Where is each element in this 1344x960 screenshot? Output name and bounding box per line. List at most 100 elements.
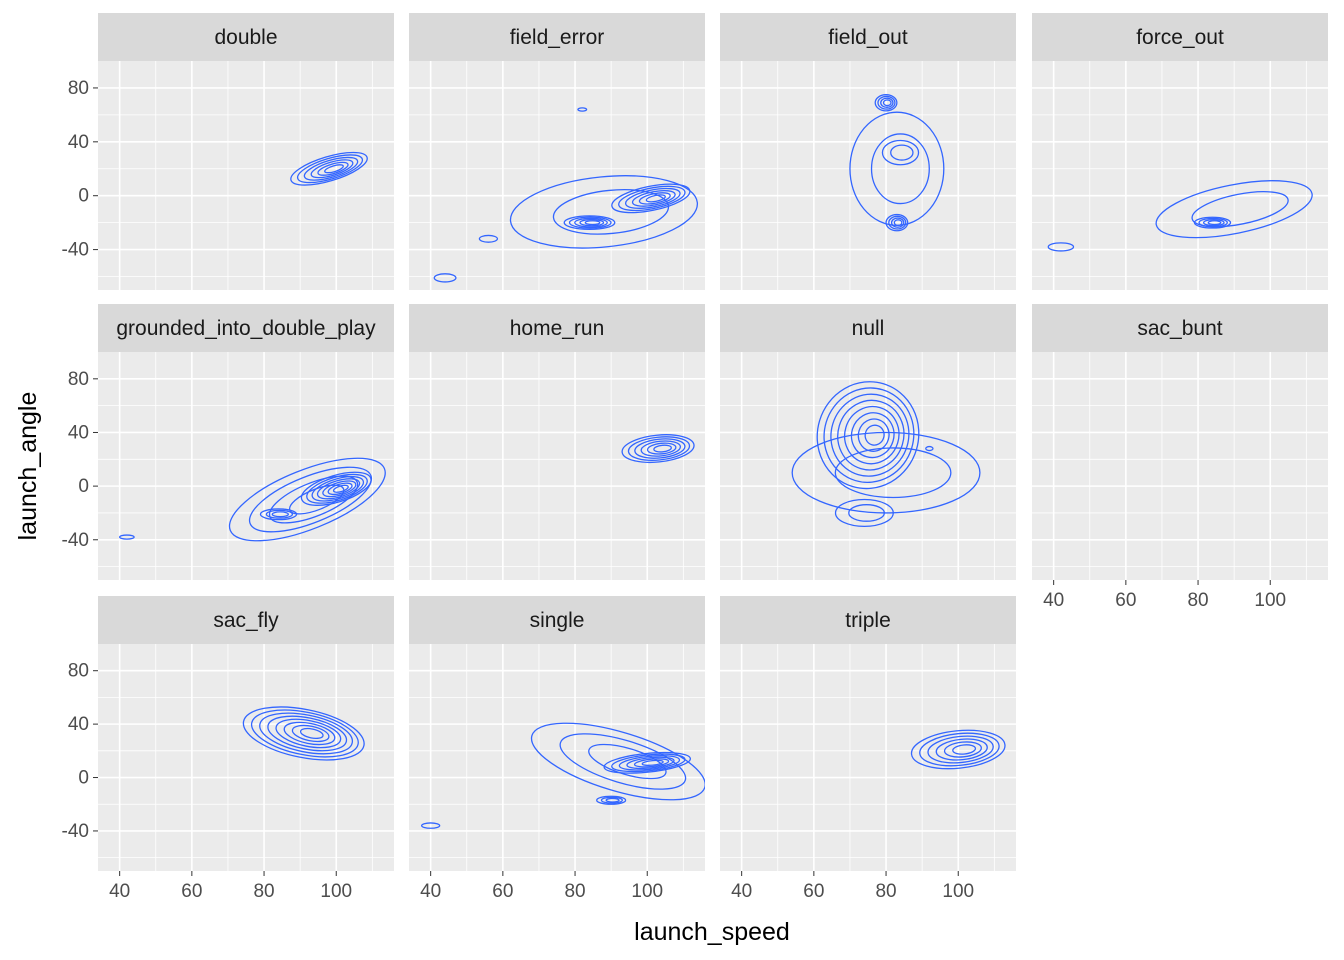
facet-strip xyxy=(720,304,1016,352)
facet-strip xyxy=(720,13,1016,61)
panel-background xyxy=(1032,352,1328,580)
y-tick-label: 80 xyxy=(68,661,89,682)
gridlines xyxy=(1032,61,1328,290)
y-tick-label: 80 xyxy=(68,369,89,390)
y-tick-label: 80 xyxy=(68,78,89,99)
contour-line xyxy=(850,412,895,459)
x-tick-label: 80 xyxy=(1187,590,1208,611)
contour-line xyxy=(611,183,691,214)
density-contours xyxy=(119,457,386,542)
facet-strip xyxy=(98,13,394,61)
contour-line xyxy=(327,482,353,496)
contour-line xyxy=(935,738,988,761)
contour-line xyxy=(322,480,357,498)
contour-line xyxy=(248,466,373,533)
contour-line xyxy=(611,753,686,773)
density-contours xyxy=(910,729,1006,770)
contour-line xyxy=(631,189,676,207)
contour-line xyxy=(600,796,623,804)
density-contours xyxy=(420,722,705,829)
x-tick-label: 100 xyxy=(631,881,663,902)
contour-line xyxy=(303,156,359,181)
contour-line xyxy=(310,159,354,179)
contour-line xyxy=(653,444,672,453)
facet-sac_bunt: sac_bunt xyxy=(1032,304,1328,580)
y-tick-label: -40 xyxy=(62,240,89,261)
contour-line xyxy=(433,273,457,283)
contour-line xyxy=(848,504,885,522)
panel-background xyxy=(409,61,705,290)
contour-line xyxy=(640,440,682,457)
contour-line xyxy=(834,498,894,528)
contour-line xyxy=(228,457,386,542)
x-tick-label: 80 xyxy=(564,881,585,902)
contour-line xyxy=(925,445,934,452)
facet-strip xyxy=(720,596,1016,644)
contour-line xyxy=(877,95,896,110)
panel-background xyxy=(720,61,1016,290)
facet-strip xyxy=(98,304,394,352)
facet-triple: triple xyxy=(720,596,1016,871)
gridlines xyxy=(409,352,705,580)
facet-strip-label: grounded_into_double_play xyxy=(116,317,376,340)
x-tick-label: 100 xyxy=(942,881,974,902)
contour-line xyxy=(574,217,608,228)
facet-strip xyxy=(409,596,705,644)
contour-line xyxy=(627,436,691,461)
gridlines xyxy=(720,644,1016,871)
contour-line xyxy=(299,727,324,740)
contour-line xyxy=(618,185,686,212)
contour-line xyxy=(1191,191,1289,228)
contour-line xyxy=(579,218,605,227)
facet-strip-label: force_out xyxy=(1136,26,1224,49)
facet-strip-label: field_out xyxy=(828,26,908,49)
x-axis-title: launch_speed xyxy=(634,918,790,946)
facet-strip-label: sac_bunt xyxy=(1137,317,1222,340)
contour-line xyxy=(119,534,135,540)
contour-line xyxy=(927,735,994,764)
facet-double: double xyxy=(98,13,394,290)
contour-line xyxy=(420,822,441,829)
density-contours xyxy=(621,434,695,464)
contour-line xyxy=(641,759,664,766)
x-tick-label: 60 xyxy=(492,881,513,902)
y-tick-label: 0 xyxy=(78,768,89,789)
contour-line xyxy=(1193,216,1232,229)
contour-line xyxy=(568,216,612,229)
contour-line xyxy=(259,508,298,521)
contour-line xyxy=(882,99,892,107)
x-tick-label: 80 xyxy=(253,881,274,902)
contour-line xyxy=(267,715,348,752)
contour-line xyxy=(306,473,368,504)
y-tick-label: 0 xyxy=(78,186,89,207)
panel-background xyxy=(720,352,1016,580)
contour-line xyxy=(843,405,900,465)
y-tick-label: 0 xyxy=(78,476,89,497)
panel-background xyxy=(409,352,705,580)
x-tick-label: 60 xyxy=(803,881,824,902)
density-contours xyxy=(290,151,368,186)
gridlines xyxy=(98,61,394,290)
contour-line xyxy=(1047,242,1075,252)
x-tick-label: 100 xyxy=(320,881,352,902)
contour-line xyxy=(316,478,361,500)
contour-line xyxy=(880,97,894,108)
contour-line xyxy=(324,164,344,174)
contour-line xyxy=(634,438,686,459)
contour-line xyxy=(885,213,909,232)
facet-strip-label: triple xyxy=(845,609,891,632)
facet-null: null xyxy=(720,304,1016,580)
contour-line xyxy=(952,744,977,755)
contour-line xyxy=(893,219,903,227)
contour-line xyxy=(874,94,898,112)
panel-background xyxy=(720,644,1016,871)
contour-line xyxy=(1198,217,1228,228)
facet-strip xyxy=(409,304,705,352)
contour-line xyxy=(603,751,692,774)
contour-line xyxy=(1207,220,1222,226)
contour-line xyxy=(646,442,677,455)
gridlines xyxy=(720,61,1016,290)
contour-line xyxy=(837,399,905,471)
x-tick-label: 100 xyxy=(1254,590,1286,611)
contour-line xyxy=(888,215,907,230)
